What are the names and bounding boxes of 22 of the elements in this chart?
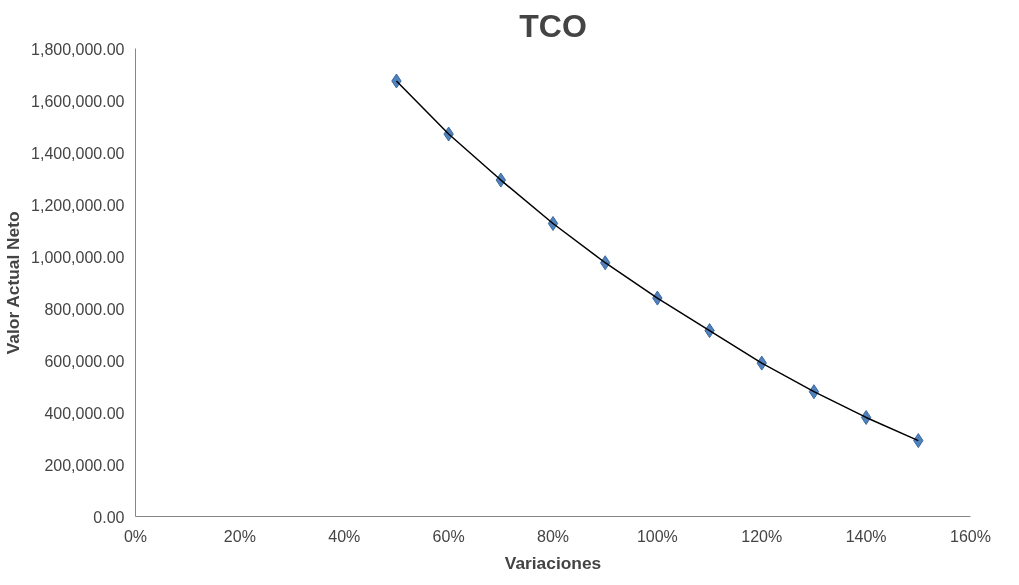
y-tick-label: 1,400,000.00 bbox=[31, 144, 125, 162]
x-axis-title: Variaciones bbox=[504, 552, 602, 573]
x-tick-label: 60% bbox=[432, 527, 465, 545]
y-tick-label: 600,000.00 bbox=[44, 352, 125, 370]
x-tick-label: 20% bbox=[223, 527, 256, 545]
y-tick-label: 1,000,000.00 bbox=[31, 248, 125, 266]
y-tick-label: 1,200,000.00 bbox=[31, 196, 125, 214]
x-tick-label: 160% bbox=[950, 527, 991, 545]
y-tick-label: 1,800,000.00 bbox=[31, 40, 125, 58]
x-tick-label: 80% bbox=[536, 527, 570, 545]
y-tick-label: 0.00 bbox=[93, 508, 125, 526]
x-tick-label: 120% bbox=[741, 527, 783, 545]
x-tick-label: 140% bbox=[845, 527, 887, 545]
chart-title: TCO bbox=[519, 7, 587, 44]
x-tick-label: 0% bbox=[123, 527, 148, 545]
y-tick-label: 400,000.00 bbox=[44, 404, 125, 422]
y-axis-title: Valor Actual Neto bbox=[3, 211, 24, 355]
x-tick-label: 100% bbox=[636, 527, 678, 545]
y-tick-label: 1,600,000.00 bbox=[31, 92, 125, 110]
x-tick-label: 40% bbox=[328, 527, 361, 545]
y-tick-label: 800,000.00 bbox=[44, 300, 125, 318]
y-tick-label: 200,000.00 bbox=[44, 456, 125, 474]
